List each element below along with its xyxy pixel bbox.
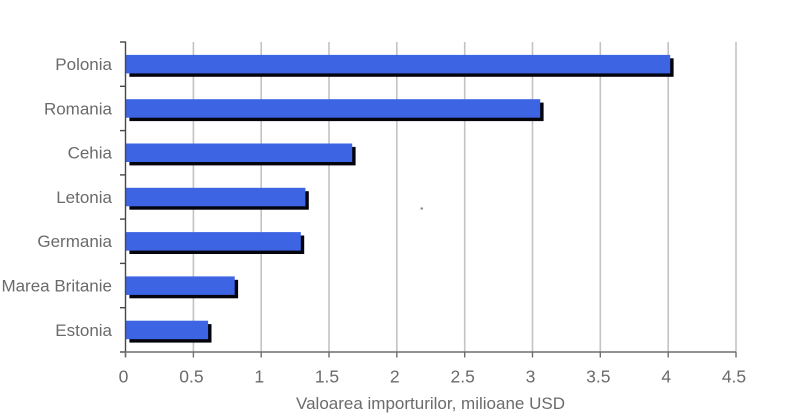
svg-text:0.5: 0.5: [179, 367, 203, 387]
svg-text:Germania: Germania: [37, 232, 112, 251]
svg-text:Valoarea importurilor, milioan: Valoarea importurilor, milioane USD: [296, 394, 565, 413]
svg-text:Letonia: Letonia: [56, 188, 112, 207]
svg-text:3: 3: [526, 367, 536, 387]
svg-text:2: 2: [390, 367, 400, 387]
svg-text:1: 1: [254, 367, 264, 387]
svg-text:Marea Britanie: Marea Britanie: [1, 277, 112, 296]
svg-text:1.5: 1.5: [315, 367, 339, 387]
svg-text:Romania: Romania: [44, 99, 113, 118]
svg-text:0: 0: [119, 367, 129, 387]
svg-text:4: 4: [661, 367, 671, 387]
svg-text:3.5: 3.5: [586, 367, 610, 387]
svg-text:4.5: 4.5: [722, 367, 746, 387]
svg-text:Estonia: Estonia: [55, 321, 112, 340]
svg-text:2.5: 2.5: [451, 367, 475, 387]
svg-text:Polonia: Polonia: [55, 55, 112, 74]
svg-text:Cehia: Cehia: [68, 144, 113, 163]
